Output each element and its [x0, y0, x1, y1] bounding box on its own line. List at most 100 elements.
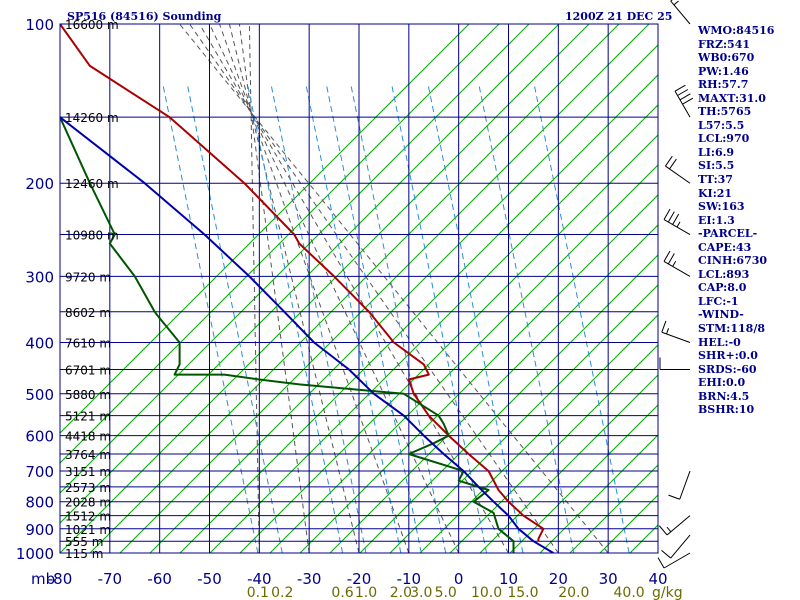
dry-adiabat	[359, 254, 658, 553]
dry-adiabat	[780, 0, 800, 553]
dry-adiabat	[60, 24, 560, 524]
wind-barb	[661, 320, 691, 343]
pressure-tick-label: 400	[25, 334, 54, 352]
mixing-ratio-label: 15.0	[507, 585, 538, 600]
height-label: 3151 m	[65, 465, 111, 479]
dry-adiabat	[539, 434, 658, 553]
temperature-tick-label: 40	[648, 570, 667, 588]
wind-barb	[674, 84, 694, 118]
wind-barb-feather	[658, 525, 668, 536]
wind-barb-staff	[663, 260, 691, 277]
wind-barb	[668, 470, 691, 500]
dry-adiabat	[239, 134, 658, 553]
plot-area	[60, 0, 800, 553]
pressure-tick-label: 1000	[16, 545, 54, 563]
moist-adiabat	[179, 24, 609, 553]
pressure-tick-label: 900	[25, 521, 54, 539]
dry-adiabat	[329, 224, 658, 553]
height-label: 5121 m	[65, 410, 111, 424]
dry-adiabat	[509, 404, 658, 553]
stat-item: KI:21	[698, 186, 733, 200]
height-label: 3764 m	[65, 448, 111, 462]
wind-barb-staff	[663, 552, 691, 569]
wind-barb-feather	[665, 155, 673, 167]
pressure-tick-label: 100	[25, 16, 54, 34]
temperature-tick-label: -60	[147, 570, 172, 588]
wind-barb	[663, 250, 691, 277]
valid-time: 1200Z 21 DEC 25	[565, 10, 673, 23]
wind-barb	[658, 515, 691, 536]
wind-barb-feather	[663, 250, 671, 262]
stat-item: BRN:4.5	[698, 389, 750, 403]
wind-barb-feather	[668, 494, 680, 500]
height-label: 7610 m	[65, 336, 111, 350]
mixing-ratio-line	[478, 83, 575, 553]
stat-item: L57:5.5	[698, 118, 745, 132]
height-label: 1021 m	[65, 523, 111, 537]
stat-item: MAXT:31.0	[698, 91, 766, 105]
wind-barb	[657, 552, 691, 569]
height-label: 5880 m	[65, 388, 111, 402]
wind-barb-half-feather	[676, 221, 681, 228]
mixing-ratio-label: 40.0	[614, 585, 645, 600]
temperature-tick-label: 10	[499, 570, 518, 588]
stat-item: SRDS:-60	[698, 362, 757, 376]
mixing-ratio-unit: g/kg	[652, 585, 683, 600]
wind-barb-feather	[663, 208, 671, 220]
height-label: 10980 m	[65, 229, 119, 243]
height-label: 12460 m	[65, 177, 119, 191]
wind-barb-feather	[677, 89, 689, 96]
dry-adiabat	[60, 24, 530, 494]
mixing-ratio-line	[533, 83, 630, 553]
moist-adiabat	[248, 24, 260, 553]
temperature-tick-label: 30	[599, 570, 618, 588]
stat-item: EHI:0.0	[698, 376, 746, 390]
moist-adiabat	[228, 24, 360, 553]
wind-barb-staff	[665, 165, 691, 184]
pressure-tick-label: 200	[25, 175, 54, 193]
dry-adiabat	[119, 24, 650, 553]
wind-barb	[659, 357, 690, 371]
station-title: SP516 (84516) Sounding	[67, 10, 222, 23]
mixing-ratio-label: 0.1	[247, 585, 269, 600]
height-label: 1512 m	[65, 510, 111, 524]
pressure-tick-label: 300	[25, 268, 54, 286]
mixing-ratio-label: 20.0	[558, 585, 589, 600]
temperature-tick-label: -40	[247, 570, 272, 588]
height-label: 2028 m	[65, 496, 111, 510]
temperature-tick-label: -10	[397, 570, 422, 588]
height-label: 16600 m	[65, 18, 119, 32]
moist-adiabat	[189, 24, 559, 553]
wind-barb-feather	[682, 97, 694, 105]
height-label: 4418 m	[65, 430, 111, 444]
mixing-ratio-line	[305, 83, 402, 553]
stat-item: LCL:970	[698, 132, 750, 146]
pressure-tick-label: 700	[25, 463, 54, 481]
wind-barb-feather	[667, 253, 675, 265]
stat-item: FRZ:541	[698, 37, 751, 51]
mixing-ratio-label: 0.6	[331, 585, 353, 600]
moist-adiabat	[219, 24, 410, 553]
pressure-tick-label: 800	[25, 494, 54, 512]
temperature-tick-label: 20	[549, 570, 568, 588]
temperature-tick-label: -80	[48, 570, 73, 588]
height-label: 115 m	[65, 547, 103, 561]
stat-item: SHR+:0.0	[698, 349, 758, 363]
wind-barb	[663, 208, 691, 235]
stat-item: WB0:670	[698, 51, 755, 65]
temperature-tick-label: -30	[297, 570, 322, 588]
dry-adiabat	[209, 104, 658, 553]
dry-adiabat	[449, 344, 658, 553]
wind-barb-staff	[670, 534, 691, 559]
mixing-ratio-label: 2.0	[390, 585, 412, 600]
stat-item: LI:6.9	[698, 145, 735, 159]
wind-barb	[661, 534, 691, 559]
wind-barb	[665, 155, 691, 184]
stat-item: BSHR:10	[698, 403, 755, 417]
height-label: 6701 m	[65, 364, 111, 378]
stability-indices: WMO:84516 FRZ:541 WB0:670 PW:1.46 RH:57.7 MAX…	[698, 24, 774, 417]
temperature-tick-label: -20	[347, 570, 372, 588]
pressure-tick-label: 600	[25, 428, 54, 446]
stat-item: WMO:84516	[698, 24, 775, 37]
